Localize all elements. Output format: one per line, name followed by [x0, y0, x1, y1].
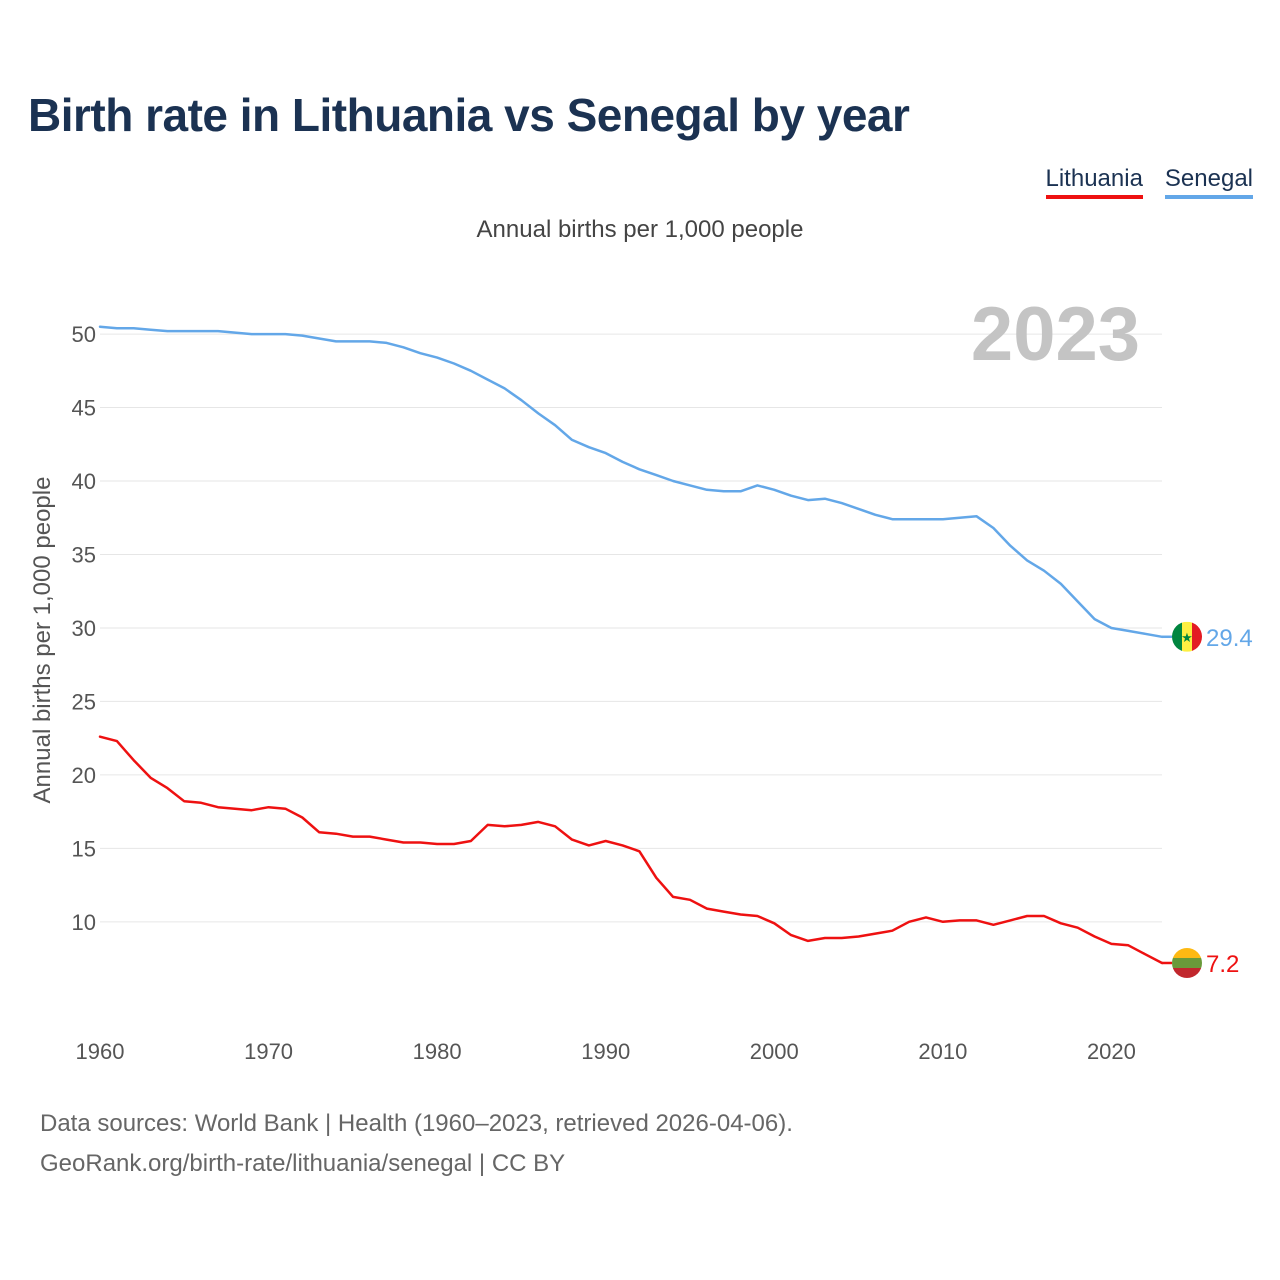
- y-tick-label: 10: [72, 910, 96, 935]
- legend-item-lithuania[interactable]: Lithuania: [1045, 165, 1143, 199]
- series-line-senegal[interactable]: [98, 325, 1164, 639]
- grid: [100, 333, 1162, 923]
- footer: Data sources: World Bank | Health (1960–…: [40, 1104, 793, 1184]
- y-tick-label: 30: [72, 616, 96, 641]
- x-tick-label: 1990: [581, 1039, 630, 1064]
- series-line-lithuania[interactable]: [98, 735, 1164, 965]
- footer-url[interactable]: GeoRank.org/birth-rate/lithuania/senegal…: [40, 1150, 566, 1177]
- y-tick-label: 45: [72, 396, 96, 421]
- x-tick-label: 2020: [1087, 1039, 1136, 1064]
- end-value-label-senegal: 29.4: [1206, 625, 1253, 652]
- chart-title: Birth rate in Lithuania vs Senegal by ye…: [28, 89, 910, 141]
- x-tick-label: 1980: [413, 1039, 462, 1064]
- y-tick-label: 20: [72, 763, 96, 788]
- end-markers: 7.2 ★ 29.4: [1162, 621, 1253, 978]
- x-tick-label: 2010: [918, 1039, 967, 1064]
- y-tick-label: 35: [72, 542, 96, 567]
- x-tick-label: 1960: [76, 1039, 125, 1064]
- y-tick-label: 15: [72, 836, 96, 861]
- y-tick-label: 50: [72, 322, 96, 347]
- y-axis-title: Annual births per 1,000 people: [29, 477, 56, 804]
- legend: Lithuania Senegal: [1045, 165, 1253, 199]
- y-tick-label: 40: [72, 469, 96, 494]
- lithuania-flag-icon: [1172, 947, 1202, 978]
- year-watermark: 2023: [971, 292, 1140, 377]
- series: [98, 325, 1164, 965]
- senegal-flag-icon: ★: [1172, 621, 1202, 652]
- chart-subtitle: Annual births per 1,000 people: [476, 216, 804, 243]
- axes: 10 15 20 25 30 35 40 45 50 1960 1970 1980 1990 2000 20…: [29, 322, 1136, 1064]
- footer-sources: Data sources: World Bank | Health (1960–…: [40, 1110, 793, 1137]
- x-tick-label: 2000: [750, 1039, 799, 1064]
- x-tick-label: 1970: [244, 1039, 293, 1064]
- end-value-label-lithuania: 7.2: [1206, 951, 1239, 978]
- svg-text:★: ★: [1181, 631, 1193, 646]
- legend-item-senegal[interactable]: Senegal: [1164, 165, 1253, 199]
- y-tick-label: 25: [72, 689, 96, 714]
